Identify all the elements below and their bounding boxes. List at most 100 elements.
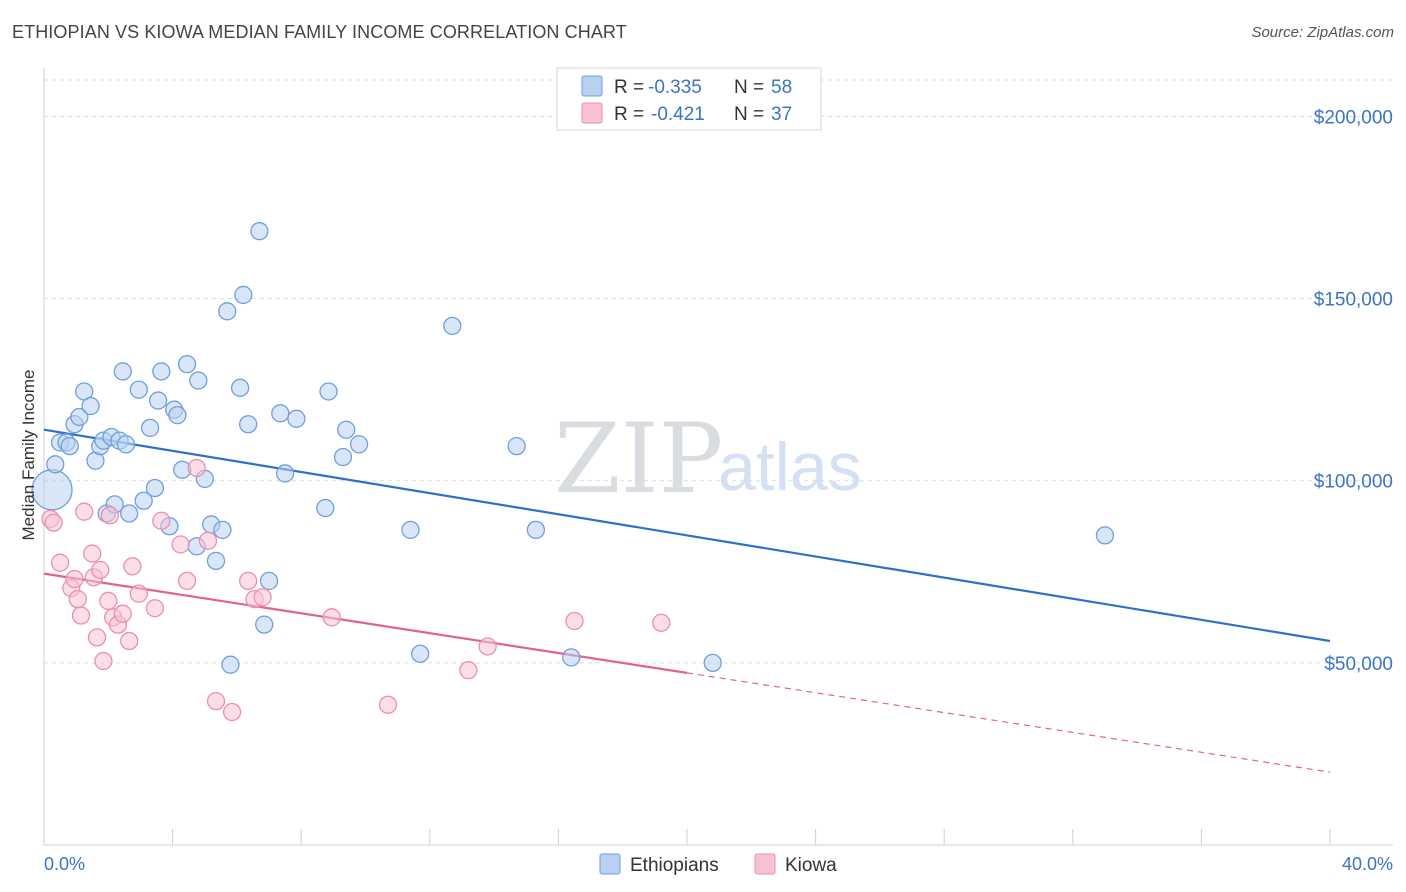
data-point-ethiopians: [148, 391, 168, 410]
legend-r-label-ethiopians: R =: [614, 77, 644, 98]
data-point-ethiopians: [349, 435, 369, 454]
data-point-kiowa: [129, 584, 148, 603]
data-point-ethiopians: [206, 551, 226, 571]
data-point-ethiopians: [703, 653, 722, 673]
legend-n-value-ethiopians: 58: [771, 77, 792, 98]
data-point-kiowa: [459, 660, 478, 680]
series-legend-label-kiowa: Kiowa: [785, 855, 837, 876]
y-tick-label: $50,000: [1324, 654, 1393, 675]
data-point-ethiopians: [70, 407, 89, 427]
data-point-ethiopians: [145, 478, 165, 498]
data-point-kiowa: [222, 702, 242, 722]
data-point-ethiopians: [507, 436, 526, 456]
legend-n-label-ethiopians: N =: [734, 77, 764, 98]
y-axis-label: Median Family Income: [19, 369, 38, 540]
data-point-ethiopians: [213, 520, 232, 540]
data-point-kiowa: [322, 608, 341, 627]
data-point-kiowa: [187, 458, 206, 478]
data-point-kiowa: [152, 511, 171, 530]
data-point-ethiopians: [113, 362, 132, 381]
data-point-ethiopians: [230, 378, 250, 397]
data-point-ethiopians: [239, 415, 258, 434]
points-layer: [31, 222, 1115, 722]
data-point-kiowa: [378, 695, 398, 714]
data-point-ethiopians: [271, 404, 290, 423]
data-point-kiowa: [239, 571, 258, 591]
data-point-ethiopians: [177, 354, 197, 374]
data-point-ethiopians: [526, 520, 546, 540]
data-point-ethiopians: [189, 371, 208, 390]
data-point-ethiopians: [259, 571, 279, 591]
data-point-kiowa: [198, 531, 218, 550]
data-point-ethiopians: [333, 447, 353, 467]
y-tick-label: $150,000: [1314, 290, 1393, 311]
data-point-kiowa: [565, 611, 584, 631]
data-point-kiowa: [65, 569, 84, 589]
data-point-kiowa: [478, 637, 497, 656]
data-point-kiowa: [68, 589, 87, 609]
data-point-kiowa: [100, 506, 120, 525]
data-point-ethiopians: [255, 615, 274, 634]
data-point-kiowa: [99, 591, 118, 611]
data-point-ethiopians: [287, 409, 306, 428]
data-point-kiowa: [113, 604, 132, 623]
series-ethiopians: [31, 222, 1115, 674]
y-tick-label: $100,000: [1314, 472, 1393, 493]
legend-n-value-kiowa: 37: [771, 104, 792, 125]
chart-source: Source: ZipAtlas.com: [1251, 24, 1394, 41]
data-point-ethiopians: [275, 464, 295, 483]
data-point-ethiopians: [562, 648, 581, 667]
legend-r-value-kiowa: -0.421: [651, 104, 705, 125]
data-point-ethiopians: [129, 380, 148, 399]
data-point-ethiopians: [337, 420, 356, 439]
series-legend-swatch-kiowa: [754, 853, 776, 875]
data-point-kiowa: [91, 560, 110, 580]
chart-title: ETHIOPIAN VS KIOWA MEDIAN FAMILY INCOME …: [12, 22, 627, 42]
correlation-legend: R = -0.335 N = 58 R = -0.421 N = 37: [556, 67, 822, 131]
x-tick-label-max: 40.0%: [1342, 854, 1393, 874]
data-point-ethiopians: [316, 498, 335, 518]
data-point-kiowa: [123, 557, 142, 576]
data-point-ethiopians: [140, 418, 160, 438]
data-point-ethiopians: [134, 491, 153, 510]
data-point-kiowa: [253, 588, 272, 607]
series-legend: Ethiopians Kiowa: [599, 853, 837, 876]
data-point-kiowa: [94, 651, 113, 671]
data-point-kiowa: [652, 613, 671, 632]
data-point-kiowa: [75, 502, 94, 521]
data-point-kiowa: [206, 691, 226, 711]
data-point-kiowa: [87, 628, 107, 647]
legend-r-label-kiowa: R =: [614, 104, 644, 125]
data-point-ethiopians: [319, 382, 338, 401]
trend-line-extension-kiowa: [686, 672, 1331, 773]
axis-layer: $50,000 $100,000 $150,000 $200,000 0.0% 40.0%: [43, 68, 1393, 874]
data-point-ethiopians: [411, 644, 430, 663]
series-legend-label-ethiopians: Ethiopians: [630, 855, 719, 876]
legend-swatch-kiowa: [581, 102, 603, 124]
trend-line-ethiopians: [43, 428, 1331, 643]
data-point-ethiopians: [116, 435, 136, 454]
y-tick-label: $200,000: [1314, 107, 1393, 128]
series-kiowa: [41, 458, 671, 722]
data-point-ethiopians: [221, 655, 240, 674]
legend-swatch-ethiopians: [581, 75, 603, 97]
data-point-kiowa: [50, 553, 70, 572]
data-point-ethiopians: [152, 362, 171, 381]
x-tick-label-min: 0.0%: [44, 854, 85, 874]
data-point-ethiopians: [81, 396, 100, 416]
watermark: ZIP atlas: [554, 403, 862, 515]
series-legend-swatch-ethiopians: [599, 853, 621, 875]
data-point-ethiopians: [1095, 526, 1115, 545]
data-point-ethiopians: [60, 436, 79, 456]
data-point-ethiopians: [31, 469, 73, 511]
data-point-ethiopians: [250, 222, 269, 241]
data-point-kiowa: [120, 631, 139, 651]
data-point-ethiopians: [46, 455, 65, 474]
watermark-zip: ZIP: [554, 403, 723, 515]
legend-r-value-ethiopians: -0.335: [648, 77, 702, 98]
data-point-kiowa: [44, 513, 63, 532]
data-point-kiowa: [177, 571, 197, 591]
data-point-ethiopians: [168, 405, 187, 425]
legend-n-label-kiowa: N =: [734, 104, 764, 125]
